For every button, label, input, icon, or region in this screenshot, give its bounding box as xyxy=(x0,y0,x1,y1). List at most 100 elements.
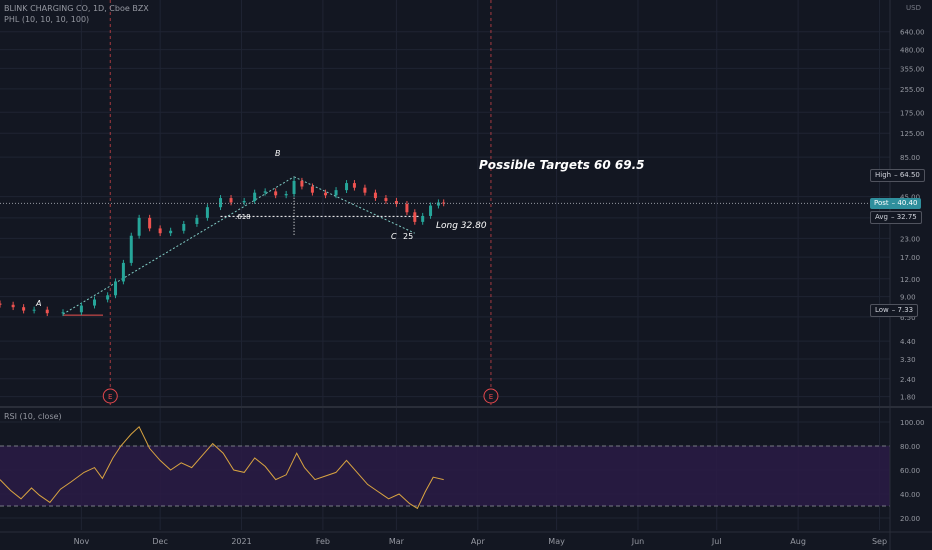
candle[interactable] xyxy=(310,183,314,196)
candle-body xyxy=(205,207,209,218)
price-tag-high[interactable]: High – 64.50 xyxy=(870,168,925,182)
candle[interactable] xyxy=(45,306,49,317)
candle-body xyxy=(405,204,409,213)
candle-body xyxy=(61,312,65,314)
rsi-tick-label: 20.00 xyxy=(900,515,920,523)
candle[interactable] xyxy=(205,204,209,221)
time-tick-label: May xyxy=(548,537,565,546)
candle[interactable] xyxy=(61,309,65,317)
candle-body xyxy=(442,202,446,204)
time-tick-label: Nov xyxy=(74,537,90,546)
candle[interactable] xyxy=(22,304,26,314)
time-tick-label: Apr xyxy=(471,537,486,546)
price-tag-value: – 7.33 xyxy=(891,305,914,314)
time-tick-label: 2021 xyxy=(231,537,251,546)
rsi-line[interactable] xyxy=(0,425,444,510)
candle[interactable] xyxy=(436,199,440,209)
candle-body xyxy=(334,190,338,196)
candle[interactable] xyxy=(334,187,338,199)
candle[interactable] xyxy=(148,214,152,232)
candle-body xyxy=(394,200,398,204)
price-tag-value: – 32.75 xyxy=(890,212,917,221)
pivot-lines xyxy=(62,176,421,316)
candle[interactable] xyxy=(121,259,125,285)
candle[interactable] xyxy=(394,197,398,207)
candle-body xyxy=(22,307,26,311)
candle-body xyxy=(363,187,367,193)
candle[interactable] xyxy=(106,292,110,303)
candle[interactable] xyxy=(169,227,173,237)
rsi-legend[interactable]: RSI (10, close) xyxy=(4,412,62,421)
price-tag-post[interactable]: Post – 40.40 xyxy=(870,197,922,209)
candle-body xyxy=(253,192,257,201)
candle-body xyxy=(436,202,440,206)
candle[interactable] xyxy=(114,278,118,299)
candle-body xyxy=(263,191,267,193)
rsi-band xyxy=(0,446,890,506)
rsi-axis[interactable]: 100.00 80.00 60.00 40.00 20.00 xyxy=(900,419,925,523)
candle[interactable] xyxy=(137,214,141,239)
candle[interactable] xyxy=(352,180,356,191)
candle[interactable] xyxy=(413,209,417,225)
candle-body xyxy=(93,299,97,306)
candle[interactable] xyxy=(384,195,388,204)
candle[interactable] xyxy=(442,199,446,207)
pivot-line-ab xyxy=(62,176,295,315)
long-annotation[interactable]: Long 32.80 xyxy=(436,221,487,231)
candle[interactable] xyxy=(263,188,267,196)
indicator-legend[interactable]: PHL (10, 10, 10, 100) xyxy=(4,15,90,24)
candle[interactable] xyxy=(93,296,97,309)
time-tick-label: Jul xyxy=(711,537,722,546)
candle-body xyxy=(421,215,425,222)
candle-body xyxy=(274,191,278,196)
candle-body xyxy=(129,235,133,263)
candle[interactable] xyxy=(284,190,288,199)
candle[interactable] xyxy=(242,197,246,206)
candle[interactable] xyxy=(373,189,377,201)
price-tag-label: Avg xyxy=(875,212,888,221)
candle-body xyxy=(300,180,304,187)
candle-body xyxy=(292,180,296,194)
time-tick-label: Aug xyxy=(790,537,806,546)
candle[interactable] xyxy=(79,302,83,316)
price-tick-label: 45.00 xyxy=(900,194,920,202)
price-tag-value: – 40.40 xyxy=(891,198,918,207)
candle[interactable] xyxy=(429,202,433,219)
targets-annotation[interactable]: Possible Targets 60 69.5 xyxy=(479,158,645,172)
candle[interactable] xyxy=(345,180,349,193)
candle-body xyxy=(242,200,246,203)
time-tick-label: Mar xyxy=(389,537,405,546)
candle[interactable] xyxy=(421,212,425,225)
time-axis[interactable]: Nov Dec 2021 Feb Mar Apr May Jun Jul Aug Sep xyxy=(74,537,887,546)
price-tick-label: 17.00 xyxy=(900,254,920,262)
candle[interactable] xyxy=(292,177,296,197)
candle[interactable] xyxy=(405,200,409,216)
rsi-tick-label: 40.00 xyxy=(900,491,920,499)
candle[interactable] xyxy=(158,225,162,237)
candle[interactable] xyxy=(363,184,367,196)
price-tag-avg[interactable]: Avg – 32.75 xyxy=(870,210,922,224)
earnings-marker[interactable] xyxy=(102,388,118,404)
candle[interactable] xyxy=(324,189,328,199)
candle[interactable] xyxy=(32,306,36,314)
candle[interactable] xyxy=(182,220,186,234)
price-tag-low[interactable]: Low – 7.33 xyxy=(870,303,919,317)
rsi-series[interactable] xyxy=(0,425,444,510)
candle[interactable] xyxy=(274,188,278,199)
symbol-legend[interactable]: BLINK CHARGING CO, 1D, Cboe BZX xyxy=(4,4,149,13)
candle-body xyxy=(32,309,36,311)
candle[interactable] xyxy=(11,301,15,311)
candle[interactable] xyxy=(0,300,2,308)
candle[interactable] xyxy=(219,195,223,211)
price-axis[interactable]: USD 640.00 480.00 355.00 255.00 175.00 125.00 8… xyxy=(900,4,925,402)
candle[interactable] xyxy=(300,177,304,190)
candle[interactable] xyxy=(253,189,257,204)
pivot-label-a: A xyxy=(36,299,42,308)
candle[interactable] xyxy=(195,214,199,227)
candle[interactable] xyxy=(129,232,133,266)
earnings-marker[interactable] xyxy=(483,388,499,404)
candle-body xyxy=(148,217,152,229)
